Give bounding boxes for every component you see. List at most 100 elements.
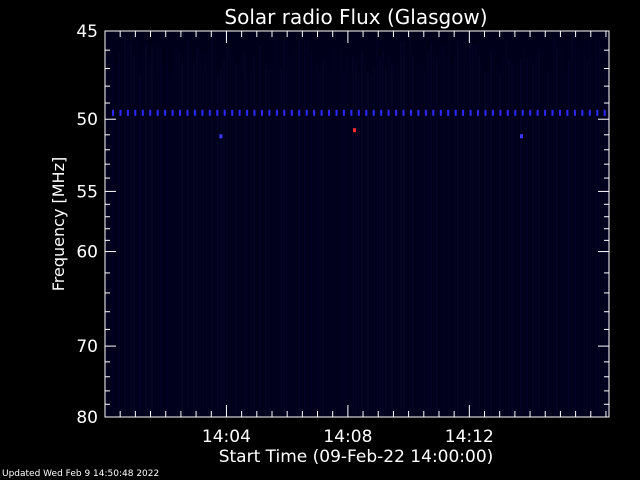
noise-stripe [442,45,444,416]
band-dot [238,109,241,116]
band-dot [171,109,174,116]
band-dot [536,109,539,116]
noise-stripe [565,74,567,416]
band-dot [290,109,293,116]
noise-stripe [313,65,315,416]
band-dot [462,109,465,116]
band-dot [328,109,330,116]
noise-stripe [370,74,372,415]
band-dot [253,109,256,116]
noise-stripe [247,74,249,416]
noise-stripe [154,74,156,415]
noise-stripe [190,51,192,415]
noise-stripe [271,68,273,416]
noise-stripe [409,35,411,415]
noise-stripe [160,48,162,415]
x-tick-label: 14:08 [323,427,372,447]
noise-stripe [526,57,528,415]
noise-stripe [145,42,147,415]
noise-stripe [538,50,540,415]
noise-stripe [130,41,132,416]
noise-stripe [250,69,252,415]
noise-stripe [241,49,243,416]
noise-stripe [304,38,306,415]
noise-stripe [112,55,114,416]
noise-stripe [514,58,516,415]
band-dot [477,109,479,116]
noise-stripe [481,60,483,416]
noise-stripe [109,44,111,415]
noise-stripe [265,62,267,416]
noise-stripe [292,49,294,416]
noise-stripe [196,47,198,415]
noise-stripe [262,41,264,416]
noise-stripe [349,70,351,416]
noise-stripe [208,44,210,416]
noise-stripe [181,61,183,415]
bright-spot [353,128,356,133]
noise-stripe [229,49,231,415]
noise-stripe [199,54,201,415]
noise-stripe [499,73,501,416]
band-dot [551,109,554,116]
noise-stripe [355,62,357,416]
noise-stripe [451,64,453,415]
noise-stripe [274,36,276,415]
x-tick-label: 14:04 [202,427,251,447]
noise-stripe [580,55,582,416]
noise-stripe [352,54,354,416]
noise-stripe [157,44,159,415]
noise-stripe [166,49,168,415]
noise-stripe [307,39,309,415]
noise-stripe [553,38,555,416]
noise-stripe [268,69,270,415]
noise-stripe [361,51,363,415]
noise-stripe [106,57,108,416]
band-dot [156,109,159,116]
noise-stripe [139,73,141,415]
noise-stripe [550,69,552,416]
noise-stripe [232,50,234,416]
noise-stripe [421,64,423,415]
noise-stripe [235,64,237,416]
noise-stripe [169,72,171,415]
noise-stripe [202,68,204,416]
noise-stripe [460,43,462,416]
noise-stripe [445,55,447,416]
noise-stripe [556,48,558,415]
noise-stripe [496,63,498,416]
noise-stripe [256,66,258,415]
band-dot [484,109,487,116]
band-dot [350,109,353,116]
noise-stripe [289,54,291,416]
noise-stripe [475,44,477,416]
band-dot [298,109,301,116]
noise-stripe [502,49,504,416]
noise-stripe [406,56,408,416]
noise-stripe [403,41,405,415]
band-dot [283,109,286,116]
noise-stripe [364,63,366,416]
noise-stripe [373,68,375,416]
noise-stripe [211,40,213,416]
noise-stripe [595,35,597,415]
band-dot [112,109,114,116]
noise-stripe [328,70,330,415]
noise-stripe [529,50,531,416]
noise-stripe [604,61,606,416]
band-dot [402,109,405,116]
noise-stripe [253,53,255,415]
noise-stripe [151,46,153,415]
noise-stripe [487,72,489,416]
noise-stripe [607,69,609,415]
noise-stripe [259,45,261,415]
noise-stripe [343,71,345,416]
noise-stripe [454,57,456,416]
x-axis: 14:04 14:08 14:12 [119,31,607,447]
band-dot [395,109,398,116]
band-dot [596,109,599,116]
noise-stripe [391,63,393,415]
noise-stripe [283,40,285,415]
noise-stripe [358,73,360,415]
noise-stripe [466,64,468,415]
